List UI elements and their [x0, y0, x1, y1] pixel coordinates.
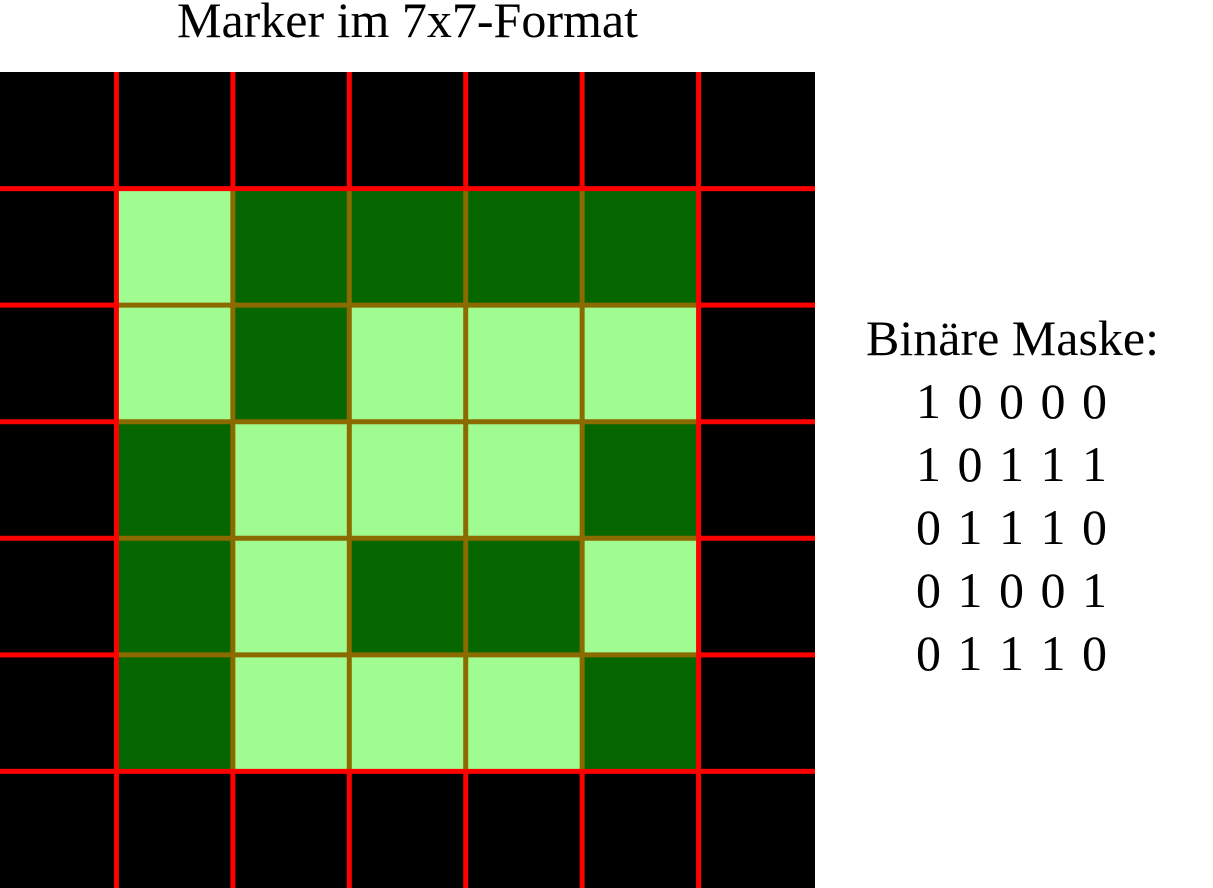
border-cell — [116, 72, 233, 189]
mask-row-1: 1 0 0 0 0 — [916, 373, 1109, 429]
mask-cell-3-4 — [465, 421, 583, 539]
marker-grid — [0, 72, 815, 888]
mask-cell-2-2 — [232, 305, 350, 422]
mask-cell-4-2 — [232, 538, 350, 655]
mask-cell-1-4 — [465, 188, 583, 306]
border-cell — [349, 72, 466, 189]
mask-cell-4-5 — [582, 538, 699, 655]
border-cell — [698, 72, 815, 189]
mask-cell-2-3 — [349, 305, 466, 422]
mask-cell-4-3 — [349, 538, 466, 655]
border-cell — [582, 72, 699, 189]
mask-cell-4-4 — [465, 538, 583, 655]
mask-cell-2-1 — [116, 305, 233, 422]
border-cell — [698, 771, 815, 888]
mask-cell-3-2 — [232, 421, 350, 539]
mask-cell-1-1 — [116, 188, 233, 306]
mask-row-4: 0 1 0 0 1 — [916, 562, 1109, 618]
border-cell — [698, 188, 815, 306]
mask-row-5: 0 1 1 1 0 — [916, 625, 1109, 681]
border-cell — [232, 72, 350, 189]
mask-row-2: 1 0 1 1 1 — [916, 436, 1109, 492]
border-cell — [232, 771, 350, 888]
binary-mask-label: Binäre Maske: — [866, 310, 1159, 366]
border-cell — [0, 421, 117, 539]
mask-cell-5-5 — [582, 654, 699, 772]
mask-cell-5-2 — [232, 654, 350, 772]
border-cell — [698, 421, 815, 539]
border-cell — [0, 305, 117, 422]
border-cell — [465, 72, 583, 189]
mask-cell-1-3 — [349, 188, 466, 306]
mask-cell-5-4 — [465, 654, 583, 772]
border-cell — [0, 538, 117, 655]
border-cell — [698, 538, 815, 655]
binary-mask-rows: 1 0 0 0 0 1 0 1 1 1 0 1 1 1 0 0 1 0 0 1 … — [850, 370, 1175, 685]
mask-row-3: 0 1 1 1 0 — [916, 499, 1109, 555]
mask-cell-1-2 — [232, 188, 350, 306]
border-cell — [0, 654, 117, 772]
mask-cell-5-1 — [116, 654, 233, 772]
border-cell — [0, 188, 117, 306]
mask-cell-5-3 — [349, 654, 466, 772]
mask-cell-1-5 — [582, 188, 699, 306]
mask-cell-4-1 — [116, 538, 233, 655]
mask-cell-3-1 — [116, 421, 233, 539]
binary-mask-panel: Binäre Maske: 1 0 0 0 0 1 0 1 1 1 0 1 1 … — [850, 308, 1175, 685]
mask-cell-3-5 — [582, 421, 699, 539]
mask-cell-2-4 — [465, 305, 583, 422]
border-cell — [0, 72, 117, 189]
mask-cell-3-3 — [349, 421, 466, 539]
border-cell — [698, 305, 815, 422]
border-cell — [465, 771, 583, 888]
border-cell — [582, 771, 699, 888]
border-cell — [0, 771, 117, 888]
border-cell — [698, 654, 815, 772]
border-cell — [349, 771, 466, 888]
page-title: Marker im 7x7-Format — [176, 0, 638, 48]
mask-cell-2-5 — [582, 305, 699, 422]
border-cell — [116, 771, 233, 888]
